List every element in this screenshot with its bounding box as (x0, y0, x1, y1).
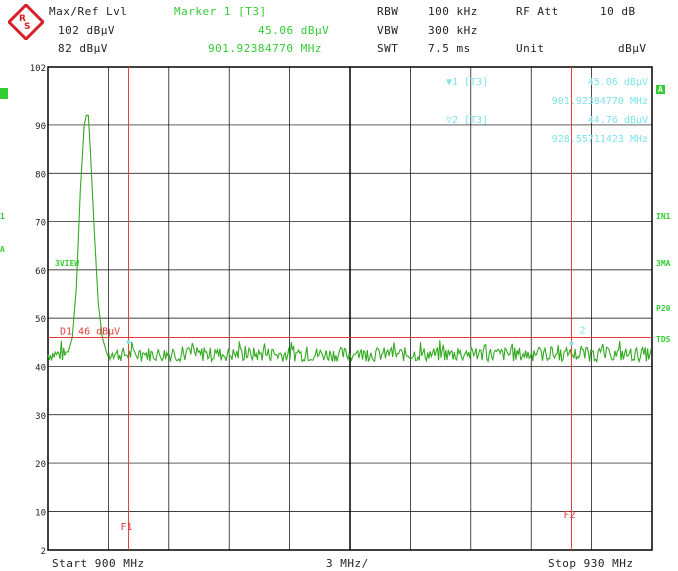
y-tick-label: 102 (30, 64, 46, 74)
d1-label: D1 46 dBμV (60, 326, 120, 337)
plot-grid (47, 66, 653, 551)
swt-label: SWT (377, 42, 399, 55)
rbw-value: 100 kHz (428, 5, 478, 18)
span-per-division: 3 MHz/ (326, 557, 369, 570)
vbw-label: VBW (377, 24, 399, 37)
right-tag-p20: P20 (656, 304, 671, 313)
unit-label: Unit (516, 42, 545, 55)
svg-text:S: S (24, 22, 30, 32)
right-tag-3ma: 3MA (656, 259, 671, 268)
y-tick-label: 50 (35, 315, 46, 325)
y-tick-label: 2 (41, 547, 46, 557)
y-tick-label: 30 (35, 412, 46, 422)
rf-att-label: RF Att (516, 5, 559, 18)
right-tag-tds: TDS (656, 335, 671, 344)
left-tag-a: A (0, 245, 5, 254)
spectrum-trace-line (47, 114, 652, 364)
rohde-schwarz-logo: R S (6, 2, 46, 42)
marker-table-frequency: 901.92384770 MHz (552, 96, 648, 107)
y-tick-label: 60 (35, 267, 46, 277)
view-label: 3VIEW (55, 259, 79, 268)
swt-value: 7.5 ms (428, 42, 471, 55)
marker-1 (126, 340, 131, 345)
stop-frequency: Stop 930 MHz (548, 557, 634, 570)
svg-text:R: R (19, 14, 26, 24)
marker-frequency: 901.92384770 MHz (208, 42, 322, 55)
ref-level-label: Max/Ref Lvl (49, 5, 128, 18)
unit-value: dBμV (618, 42, 647, 55)
offset-value: 82 dBμV (58, 42, 108, 55)
marker-table: ▼1 [T3] 45.06 dBμV 901.92384770 MHz ▽2 [T3]… (446, 77, 648, 145)
rbw-label: RBW (377, 5, 399, 18)
y-tick-label: 70 (35, 219, 46, 229)
left-tag-1: 1 (0, 212, 5, 221)
y-tick-label: 90 (35, 122, 46, 132)
f2-label: F2 (563, 510, 575, 521)
y-tick-label: 40 (35, 363, 46, 373)
marker-table-label: ▽2 [T3] (446, 115, 488, 126)
start-frequency: Start 900 MHz (52, 557, 145, 570)
y-tick-label: 10 (35, 508, 46, 518)
left-status-box (0, 88, 8, 99)
spectrum-trace (47, 114, 652, 364)
f1-label: F1 (121, 522, 133, 533)
right-tag-in1: IN1 (656, 212, 671, 221)
right-status-box: A (656, 85, 665, 94)
marker-table-level: 45.06 dBμV (588, 77, 648, 88)
rf-att-value: 10 dB (600, 5, 636, 18)
marker-title: Marker 1 [T3] (174, 5, 267, 18)
marker-2 (569, 341, 574, 346)
ref-level-value: 102 dBμV (58, 24, 115, 37)
y-tick-label: 20 (35, 460, 46, 470)
marker-level: 45.06 dBμV (258, 24, 330, 37)
marker-table-label: ▼1 [T3] (446, 77, 488, 88)
vbw-value: 300 kHz (428, 24, 478, 37)
limit-lines: D1 46 dBμV F1 F2 2 (48, 67, 652, 550)
marker-2-number: 2 (579, 325, 585, 336)
marker-table-level: 44.76 dBμV (588, 115, 648, 126)
y-tick-label: 80 (35, 170, 46, 180)
marker-table-frequency: 928.55711423 MHz (552, 134, 648, 145)
